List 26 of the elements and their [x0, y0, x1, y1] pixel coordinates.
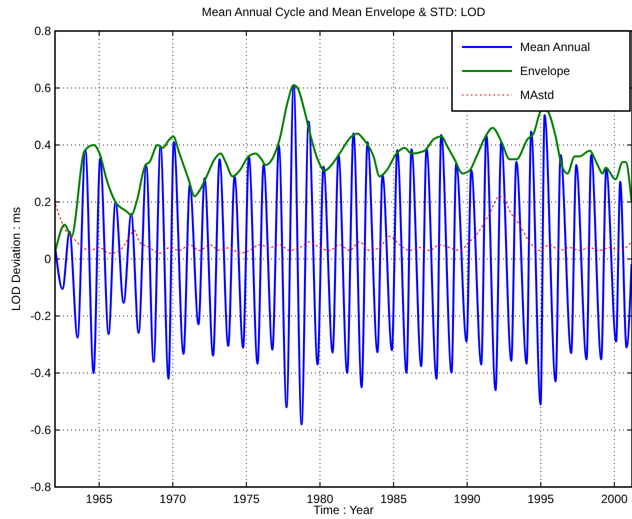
- x-tick-label: 1990: [454, 492, 481, 506]
- y-tick-label: 0.4: [34, 138, 52, 152]
- y-tick-label: -0.4: [30, 366, 52, 380]
- x-tick-label: 1975: [233, 492, 260, 506]
- y-tick-label: 0.2: [34, 195, 52, 209]
- legend-label: MAstd: [520, 88, 554, 102]
- x-tick-label: 1970: [159, 492, 186, 506]
- chart-title: Mean Annual Cycle and Mean Envelope & STD: LOD: [202, 5, 486, 19]
- y-axis-title: LOD Deviation : ms: [9, 206, 23, 312]
- y-tick-label: -0.6: [30, 423, 52, 437]
- x-tick-label: 2000: [600, 492, 628, 506]
- x-axis-title: Time : Year: [313, 503, 374, 517]
- line-series: [55, 84, 632, 426]
- legend-label: Envelope: [520, 64, 570, 78]
- y-tick-label: 0.6: [34, 81, 52, 95]
- x-tick-label: 1980: [306, 492, 334, 506]
- y-tick-label: 0.8: [34, 24, 52, 38]
- legend-label: Mean Annual: [520, 40, 590, 54]
- y-tick-label: 0: [44, 252, 52, 266]
- line-series: [55, 196, 632, 254]
- line-series: [55, 84, 632, 252]
- y-tick-label: -0.8: [30, 480, 52, 494]
- x-tick-label: 1965: [86, 492, 113, 506]
- y-tick-label: -0.2: [30, 309, 52, 323]
- x-tick-label: 1995: [527, 492, 554, 506]
- x-tick-label: 1985: [380, 492, 408, 506]
